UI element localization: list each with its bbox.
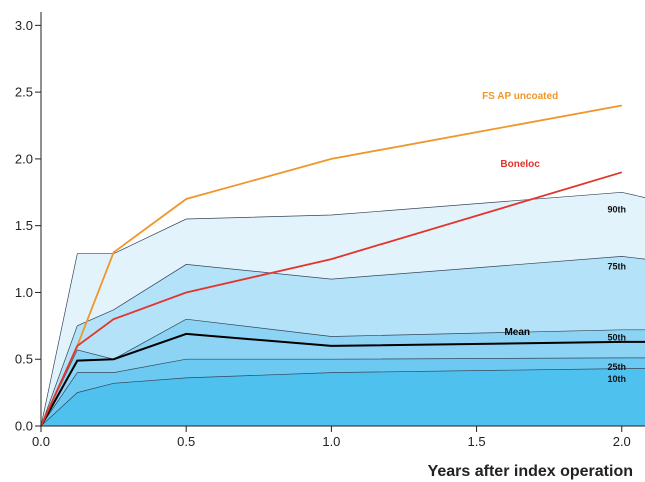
- y-tick-label: 0.5: [15, 352, 33, 367]
- percentile-lines: [40, 191, 645, 427]
- x-axis-title: Years after index operation: [428, 463, 633, 480]
- band-label-25th: 25th: [608, 362, 627, 372]
- band-line-25th: [40, 357, 645, 427]
- x-tick-label: 1.5: [468, 434, 486, 449]
- series-label-mean: Mean: [504, 327, 530, 338]
- band-line-10th: [40, 368, 645, 427]
- x-tick-label: 0.0: [32, 434, 50, 449]
- y-tick-label: 3.0: [15, 18, 33, 33]
- percentile-bands: [41, 192, 645, 426]
- y-tick-label: 0.0: [15, 419, 33, 434]
- axes: 0.0 0.5 1.0 1.5 2.0 2.5 3.0 0.0 0.5 1.0 1.5 2.0: [15, 12, 645, 449]
- band-line-90th: [40, 191, 645, 427]
- series-lines: [40, 104, 645, 427]
- band-line-50th: [40, 318, 645, 427]
- series-label-fs-ap-uncoated: FS AP uncoated: [482, 91, 558, 102]
- series-label-boneloc: Boneloc: [500, 159, 540, 170]
- band-label-50th: 50th: [608, 333, 627, 343]
- band-line-75th: [40, 256, 645, 427]
- band-label-10th: 10th: [608, 374, 627, 384]
- y-tick-label: 1.5: [15, 218, 33, 233]
- series-line-boneloc: [40, 171, 623, 427]
- y-tick-label: 1.0: [15, 285, 33, 300]
- band-area-10th: [41, 368, 645, 426]
- x-tick-label: 0.5: [177, 434, 195, 449]
- labels: 90th 75th 50th 25th 10th Mean FS AP uncoated Bo…: [482, 91, 626, 384]
- x-tick-label: 2.0: [613, 434, 631, 449]
- series-line-mean: [40, 332, 645, 427]
- band-label-75th: 75th: [608, 262, 627, 272]
- x-tick-label: 1.0: [322, 434, 340, 449]
- y-tick-label: 2.5: [15, 85, 33, 100]
- band-label-90th: 90th: [608, 204, 627, 214]
- y-tick-label: 2.0: [15, 151, 33, 166]
